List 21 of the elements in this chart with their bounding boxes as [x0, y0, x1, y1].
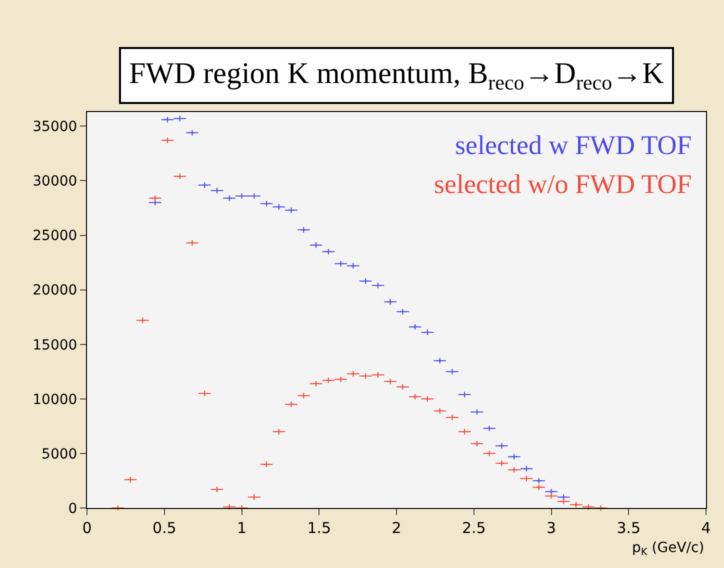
y-tick-label: 30000: [32, 174, 78, 190]
y-tick-label: 20000: [32, 282, 78, 299]
x-tick-label: 3: [546, 519, 556, 537]
x-tick-label: 2.5: [462, 519, 486, 537]
text: selected w FWD TOF: [455, 130, 692, 160]
x-tick-label: 4: [701, 519, 711, 537]
x-tick-label: 3.5: [616, 519, 641, 537]
x-tick-label: 1.5: [307, 519, 332, 537]
x-tick-label: 0: [82, 519, 92, 537]
chart-title: FWD region K momentum, B$_{reco}$→D$_{reco}$→K: [129, 57, 664, 94]
y-tick-label: 10000: [32, 392, 78, 408]
x-tick-label: 2: [392, 519, 402, 537]
y-tick-label: 25000: [32, 228, 78, 244]
x-tick-label: 1: [236, 519, 247, 537]
x-axis-title: p$_{K}$ (GeV/c): [632, 540, 704, 558]
x-tick-label: 0.5: [152, 519, 176, 537]
y-tick-label: 35000: [32, 119, 78, 136]
text: selected w/o FWD TOF: [434, 169, 692, 199]
y-tick-label: 0: [68, 500, 78, 517]
y-tick-label: 5000: [42, 446, 78, 462]
y-tick-label: 15000: [32, 337, 78, 354]
